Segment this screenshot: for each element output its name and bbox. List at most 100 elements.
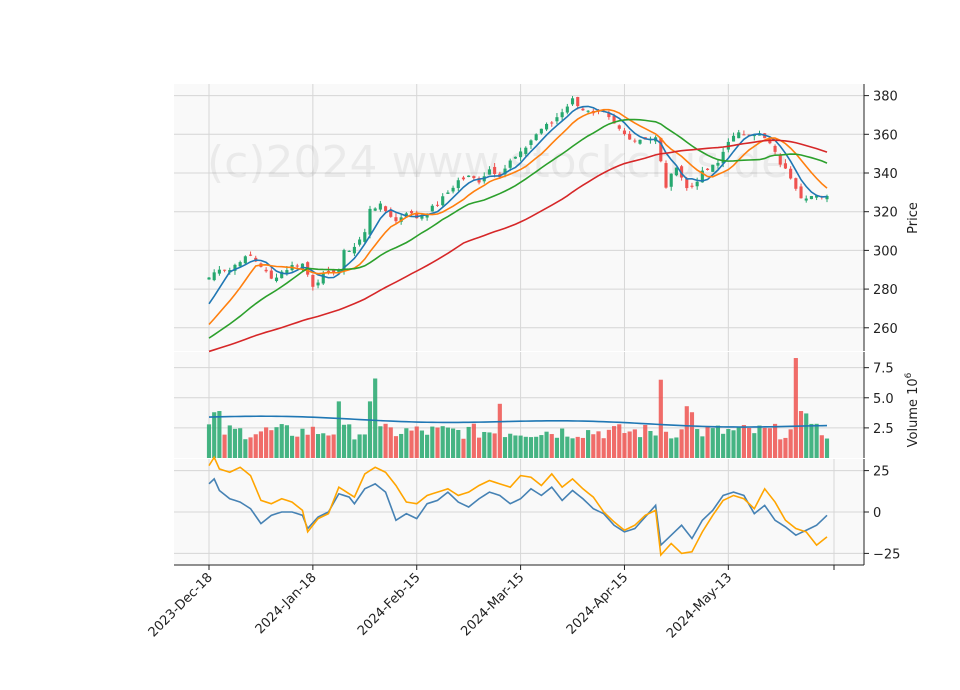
- volume-bar: [710, 428, 715, 458]
- volume-bar: [284, 425, 289, 458]
- candle: [451, 185, 455, 194]
- candle-body: [487, 169, 491, 175]
- volume-bar: [315, 434, 321, 458]
- volume-bar: [502, 437, 508, 458]
- candle: [248, 251, 253, 257]
- candle-body: [389, 210, 393, 217]
- candle-body: [539, 128, 543, 134]
- candle-body: [212, 272, 216, 281]
- volume-bar: [388, 427, 393, 458]
- candle: [534, 133, 538, 142]
- volume-bar: [586, 430, 591, 458]
- volume-bar: [430, 426, 435, 458]
- y-tick-label: 360: [873, 128, 898, 143]
- volume-bar: [248, 437, 253, 458]
- volume-bar: [762, 427, 767, 458]
- candle: [373, 207, 377, 212]
- volume-bar: [466, 426, 471, 458]
- volume-bars: [206, 358, 830, 458]
- candle: [794, 177, 798, 191]
- volume-bar: [476, 437, 482, 458]
- y-tick-label: 380: [873, 90, 898, 105]
- candle: [638, 139, 642, 145]
- candle-body: [809, 196, 813, 200]
- candle-body: [789, 168, 793, 179]
- candle: [669, 173, 673, 191]
- candle-body: [316, 282, 320, 286]
- candle-body: [529, 140, 533, 145]
- candle-body: [456, 180, 460, 189]
- candle: [825, 194, 829, 203]
- candle-body: [217, 269, 221, 274]
- y-tick-label: 320: [873, 206, 898, 221]
- candle-body: [363, 232, 367, 242]
- volume-bar: [757, 425, 762, 458]
- volume-bar: [425, 434, 430, 458]
- candle: [352, 242, 356, 257]
- volume-bar: [580, 437, 585, 458]
- candle: [737, 129, 741, 139]
- volume-bar: [627, 431, 632, 458]
- candle-body: [711, 164, 715, 172]
- candle-body: [773, 145, 777, 152]
- candle: [804, 195, 808, 203]
- candle-body: [441, 196, 445, 206]
- candle-body: [716, 162, 720, 166]
- candle: [223, 269, 227, 273]
- volume-bar: [601, 438, 606, 458]
- volume-bar: [570, 438, 575, 458]
- candle: [212, 269, 216, 282]
- candle-body: [628, 133, 632, 140]
- candle-body: [576, 97, 580, 107]
- candle: [550, 121, 554, 127]
- y-tick-label: 5.0: [873, 392, 894, 407]
- volume-bar: [752, 433, 757, 458]
- candle: [508, 158, 512, 172]
- candle-body: [685, 178, 689, 189]
- candle-body: [638, 139, 642, 144]
- candle-body: [731, 135, 736, 142]
- candle-body: [472, 176, 476, 179]
- candle-body: [238, 262, 242, 267]
- candle-body: [783, 163, 788, 169]
- volume-bar: [279, 424, 284, 458]
- volume-bar: [518, 435, 523, 458]
- volume-bar: [539, 435, 544, 458]
- volume-bar: [778, 439, 783, 458]
- candle: [461, 175, 466, 181]
- volume-bar: [362, 434, 367, 458]
- candle-body: [669, 173, 673, 187]
- candle-body: [295, 265, 299, 267]
- volume-bar: [689, 412, 695, 458]
- volume-bar: [653, 435, 658, 458]
- candle-body: [342, 250, 346, 272]
- candle: [274, 273, 279, 283]
- candle-body: [524, 147, 528, 154]
- volume-bar: [456, 429, 461, 458]
- candle: [207, 276, 211, 280]
- candle-body: [248, 254, 253, 256]
- volume-bar: [523, 436, 528, 458]
- candle: [731, 132, 736, 142]
- volume-bar: [534, 436, 539, 458]
- candle: [493, 163, 497, 178]
- candle-body: [352, 246, 356, 254]
- volume-bar: [663, 431, 669, 458]
- volume-bar: [206, 424, 212, 458]
- volume-bar: [461, 438, 466, 458]
- candle-body: [326, 270, 331, 272]
- volume-bar: [596, 431, 601, 458]
- volume-bar: [741, 425, 746, 458]
- volume-bar: [435, 427, 440, 458]
- candle-body: [513, 156, 517, 159]
- candle-body: [285, 270, 289, 274]
- volume-bar: [445, 427, 450, 458]
- price-panel: [174, 84, 864, 351]
- candle: [217, 266, 221, 276]
- y-tick-label: −25: [873, 547, 900, 562]
- volume-bar: [487, 432, 492, 458]
- candle: [545, 122, 549, 132]
- candle-body: [633, 140, 637, 142]
- candle-body: [674, 167, 678, 176]
- volume-bar: [705, 426, 710, 458]
